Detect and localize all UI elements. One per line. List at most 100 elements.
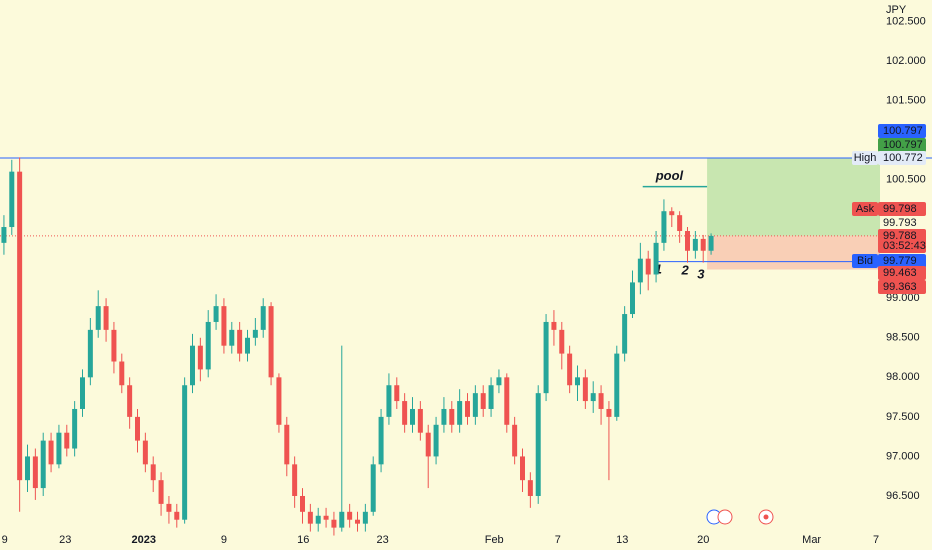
candle-body [150, 464, 156, 481]
candle-body [449, 408, 455, 425]
candle-body [300, 495, 305, 512]
price-label: 99.798 [883, 203, 917, 215]
candle-body [370, 464, 376, 512]
price-label: 99.779 [883, 255, 917, 267]
candle-body [355, 519, 360, 524]
event-icons [706, 509, 774, 525]
candle-body [378, 416, 384, 465]
x-tick-label: 7 [873, 534, 879, 546]
x-tick-label: 9 [221, 534, 227, 546]
price-label-box [878, 138, 926, 152]
candle-body [260, 306, 266, 330]
y-tick-label: 100.500 [886, 173, 926, 185]
tag-box [852, 151, 878, 165]
candle-body [653, 242, 659, 275]
price-label-box [878, 229, 926, 253]
y-tick-label: 98.000 [886, 371, 920, 383]
candle-body [127, 385, 133, 417]
x-tick-label: 23 [59, 534, 71, 546]
x-tick-label: Mar [802, 534, 821, 546]
candle-body [582, 377, 588, 402]
price-label-box [878, 151, 926, 165]
point-label: 3 [697, 266, 705, 281]
candle-body [677, 215, 683, 231]
price-label: 99.463 [883, 267, 917, 279]
candle-body [567, 353, 573, 386]
tag-label: Ask [856, 203, 875, 215]
x-tick-label: 16 [297, 534, 309, 546]
stop-zone [707, 235, 880, 270]
candle-body [575, 377, 580, 386]
candle-body [433, 424, 439, 457]
candle-body [590, 393, 596, 402]
candle-body [339, 511, 345, 528]
candle-body [347, 511, 353, 520]
x-tick-label: 9 [2, 534, 8, 546]
y-tick-label: 98.500 [886, 332, 920, 344]
candle-body [692, 238, 698, 251]
candle-body [331, 519, 337, 528]
price-label: 100.772 [883, 152, 923, 164]
candle-body [417, 408, 423, 433]
candle-body [520, 456, 525, 481]
candle-body [315, 515, 321, 524]
x-tick-label: 7 [555, 534, 561, 546]
candle-body [142, 440, 148, 465]
currency: JPY [886, 4, 907, 16]
x-tick-label: 23 [377, 534, 389, 546]
candle-body [700, 238, 706, 251]
candle-body [190, 345, 195, 386]
candle-body [386, 385, 392, 417]
candle-body [166, 503, 172, 512]
candle-body [252, 329, 258, 338]
tag-box [852, 254, 878, 268]
candle-body [504, 377, 510, 425]
x-tick-label: 20 [697, 534, 709, 546]
candle-body [512, 424, 518, 457]
price-label-box [878, 124, 926, 138]
candle-body [645, 258, 651, 275]
candle-body [119, 361, 125, 386]
price-label: 99.363 [883, 281, 917, 293]
candle-body [64, 432, 70, 449]
candle-body [685, 230, 690, 251]
price-label-box [878, 254, 926, 268]
candle-body [25, 456, 30, 481]
candle-body [205, 321, 211, 370]
candle-body [87, 329, 93, 378]
y-tick-label: 102.500 [886, 15, 926, 27]
candle-body [622, 314, 628, 354]
candle-body [307, 511, 313, 524]
candle-body [441, 408, 447, 425]
candle-body [80, 377, 85, 409]
candle-body [551, 321, 557, 330]
candle-body [661, 211, 667, 243]
candle-body [488, 385, 494, 409]
candle-body [496, 377, 502, 386]
candle-body [535, 393, 541, 496]
x-tick-label: 2023 [132, 534, 156, 546]
candle-body [221, 306, 227, 346]
x-tick-label: 13 [616, 534, 628, 546]
candle-body [1, 227, 7, 243]
candle-body [614, 353, 620, 417]
y-tick-label: 99.000 [886, 292, 920, 304]
y-tick-label: 102.000 [886, 55, 926, 67]
candle-body [465, 401, 470, 417]
candle-body [174, 511, 180, 520]
price-label: 99.788 [883, 230, 917, 242]
candle-body [394, 385, 400, 402]
candle-body [197, 345, 203, 370]
candle-body [56, 432, 62, 465]
tag-label: High [854, 152, 877, 164]
candle-body [559, 329, 565, 354]
candle-body [72, 408, 78, 449]
candle-body [268, 306, 274, 378]
candle-body [284, 424, 290, 465]
candle-body [606, 408, 612, 417]
price-label: 100.797 [883, 139, 923, 151]
candle-body [402, 401, 408, 425]
candle-body [480, 393, 486, 409]
